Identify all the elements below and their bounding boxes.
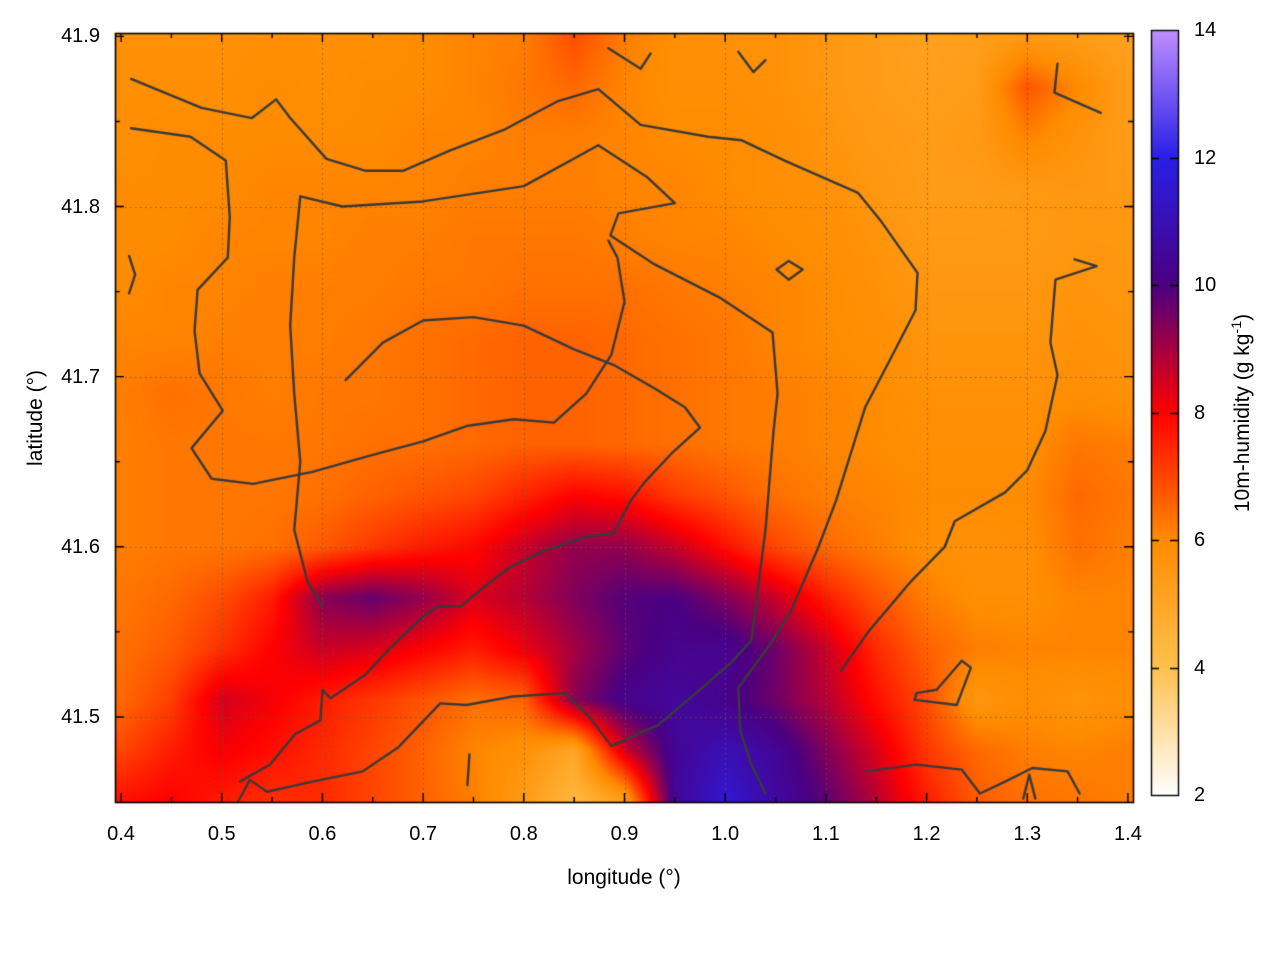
y-tick-label: 41.8 bbox=[61, 195, 100, 218]
x-axis-title: longitude (°) bbox=[567, 866, 681, 889]
x-tick-label: 0.9 bbox=[610, 823, 639, 845]
x-tick-label: 0.6 bbox=[308, 823, 337, 845]
colorbar-tick-label: 12 bbox=[1194, 146, 1217, 169]
x-tick-label: 0.7 bbox=[409, 823, 438, 845]
colorbar-title-text: 10m-humidity (g kg bbox=[1231, 333, 1254, 513]
colorbar-title: 10m-humidity (g kg-1) bbox=[1229, 314, 1255, 512]
x-tick-label: 1.3 bbox=[1013, 823, 1042, 845]
x-tick-label: 1.1 bbox=[811, 823, 840, 845]
x-tick-label: 0.8 bbox=[509, 823, 538, 845]
colorbar-tick-label: 14 bbox=[1194, 19, 1217, 41]
y-axis-title: latitude (°) bbox=[24, 370, 47, 466]
y-tick-label: 41.5 bbox=[61, 705, 100, 728]
colorbar-tick-label: 6 bbox=[1194, 529, 1206, 551]
x-tick-label: 1.0 bbox=[711, 823, 740, 845]
colorbar-title-superscript: -1 bbox=[1229, 320, 1245, 334]
colorbar-tick-label: 8 bbox=[1194, 401, 1206, 424]
x-tick-label: 0.4 bbox=[107, 823, 135, 845]
colorbar-tick-label: 2 bbox=[1194, 784, 1206, 806]
y-tick-label: 41.7 bbox=[61, 365, 100, 388]
colorbar-tick-label: 4 bbox=[1194, 656, 1206, 679]
colorbar-title-close: ) bbox=[1231, 313, 1254, 321]
x-tick-label: 1.2 bbox=[912, 823, 941, 845]
colorbar-tick-label: 10 bbox=[1194, 274, 1217, 296]
x-tick-label: 0.5 bbox=[207, 823, 236, 845]
y-tick-label: 41.9 bbox=[61, 25, 100, 48]
x-tick-label: 1.4 bbox=[1114, 823, 1142, 845]
y-tick-label: 41.6 bbox=[61, 535, 100, 558]
